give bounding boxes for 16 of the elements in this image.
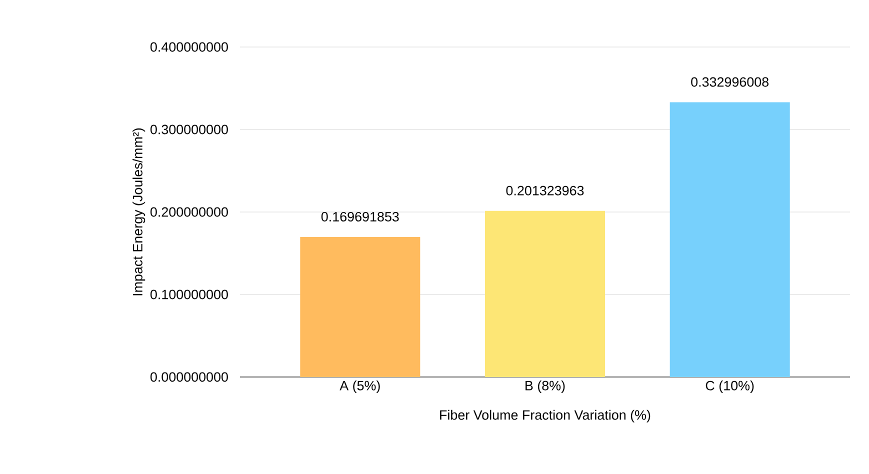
y-tick-label: 0.200000000 [150,207,228,217]
data-label: 0.169691853 [321,212,399,222]
y-tick-label: 0.000000000 [150,372,228,382]
data-label: 0.201323963 [506,186,584,196]
x-tick-label: C (10%) [706,380,754,394]
x-axis-title: Fiber Volume Fraction Variation (%) [440,410,650,422]
y-tick-label: 0.100000000 [150,290,228,300]
bar [300,237,420,377]
x-tick-label: B (8%) [526,380,565,394]
bar [485,210,606,377]
x-tick-label: A (5%) [340,380,380,394]
data-label: 0.332996008 [691,77,769,87]
y-tick-label: 0.300000000 [150,124,228,134]
y-tick-label: 0.400000000 [150,42,228,52]
y-axis-title: Impact Energy (Joules/mm²) [132,128,146,296]
bar [670,102,790,377]
